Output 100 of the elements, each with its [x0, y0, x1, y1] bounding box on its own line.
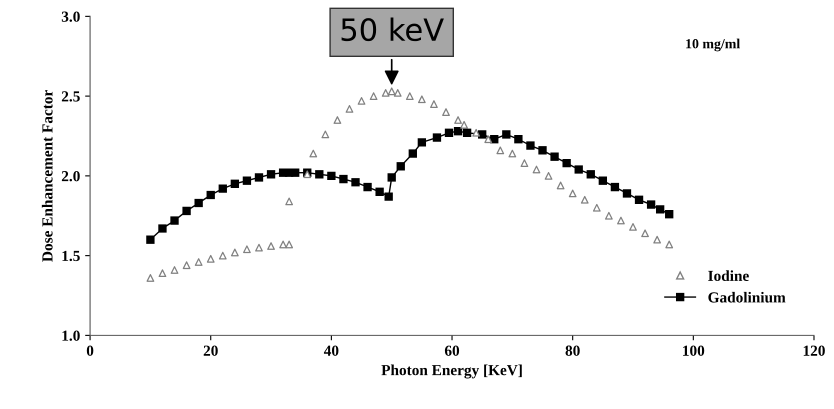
point — [598, 176, 608, 185]
point — [629, 223, 637, 231]
point — [375, 188, 384, 196]
point — [266, 170, 276, 178]
point — [370, 92, 378, 100]
y-tick-label: 1.0 — [62, 330, 80, 341]
x-tick-label: 60 — [444, 346, 460, 356]
point — [285, 240, 294, 248]
y-tick-label: 2.0 — [62, 171, 80, 182]
point — [538, 146, 547, 155]
point — [158, 269, 166, 278]
point — [358, 97, 366, 105]
y-axis-title: Dose Enhancement Factor — [42, 90, 53, 262]
point — [502, 130, 510, 139]
point — [382, 89, 390, 97]
point — [656, 205, 664, 214]
point — [182, 206, 191, 216]
point — [462, 128, 472, 137]
legend-label: Gadolinium — [708, 292, 786, 303]
y-tick-label: 2.5 — [62, 91, 80, 102]
point — [267, 242, 275, 250]
point — [592, 204, 601, 212]
point — [586, 170, 595, 178]
point — [665, 210, 674, 218]
point — [327, 172, 336, 180]
point — [388, 173, 396, 182]
point — [388, 87, 396, 96]
point — [622, 189, 632, 198]
point — [544, 172, 552, 180]
y-tick-label: 3.0 — [62, 12, 80, 22]
point — [206, 190, 215, 200]
x-tick-label: 120 — [804, 346, 825, 356]
point — [346, 104, 354, 113]
point — [532, 166, 540, 174]
point — [406, 92, 414, 100]
point — [279, 240, 287, 248]
x-tick-label: 20 — [204, 346, 218, 356]
point — [490, 135, 498, 144]
point — [408, 149, 417, 158]
point — [526, 141, 535, 150]
annotation: 50 keV — [342, 18, 444, 42]
point — [194, 258, 203, 266]
point — [182, 261, 190, 270]
point — [315, 170, 324, 178]
point — [556, 182, 564, 190]
point — [394, 89, 402, 97]
point — [432, 133, 442, 142]
point — [384, 192, 393, 201]
point — [472, 128, 480, 137]
point — [562, 158, 571, 168]
point — [617, 216, 625, 224]
point — [496, 146, 504, 154]
point — [230, 180, 240, 188]
point — [243, 245, 251, 254]
point — [396, 162, 405, 170]
point — [484, 135, 492, 144]
point — [418, 95, 426, 104]
point — [254, 173, 264, 182]
x-axis-title: Photon Energy [KeV] — [381, 364, 522, 378]
point — [339, 174, 348, 184]
x-tick-label: 100 — [683, 346, 704, 356]
point — [478, 130, 486, 139]
point — [454, 116, 462, 124]
point — [641, 229, 649, 238]
point — [610, 182, 620, 192]
x-tick-label: 40 — [324, 346, 338, 356]
point — [158, 224, 167, 233]
legend-label: Iodine — [708, 270, 749, 281]
point — [430, 100, 438, 108]
point — [309, 150, 318, 158]
point — [665, 240, 674, 248]
point — [418, 138, 426, 147]
point — [285, 198, 294, 206]
point — [514, 135, 523, 144]
point — [442, 108, 450, 116]
annotation: 10 mg/ml — [686, 38, 740, 52]
point — [170, 266, 178, 274]
point — [634, 196, 644, 204]
x-tick-label: 0 — [86, 346, 94, 356]
point — [444, 128, 454, 137]
point — [351, 178, 360, 186]
point — [653, 236, 662, 244]
point — [454, 127, 462, 136]
point — [321, 130, 330, 138]
point — [242, 176, 252, 185]
point — [574, 165, 583, 174]
point — [146, 274, 154, 282]
point — [218, 184, 227, 193]
point — [568, 190, 577, 198]
point — [580, 196, 589, 204]
point — [334, 116, 342, 124]
point — [206, 254, 215, 263]
point — [146, 236, 155, 244]
point — [520, 159, 528, 167]
x-tick-label: 80 — [566, 346, 580, 356]
point — [460, 120, 468, 129]
point — [363, 182, 372, 192]
point — [194, 198, 203, 208]
point — [218, 252, 227, 260]
point — [646, 200, 656, 209]
